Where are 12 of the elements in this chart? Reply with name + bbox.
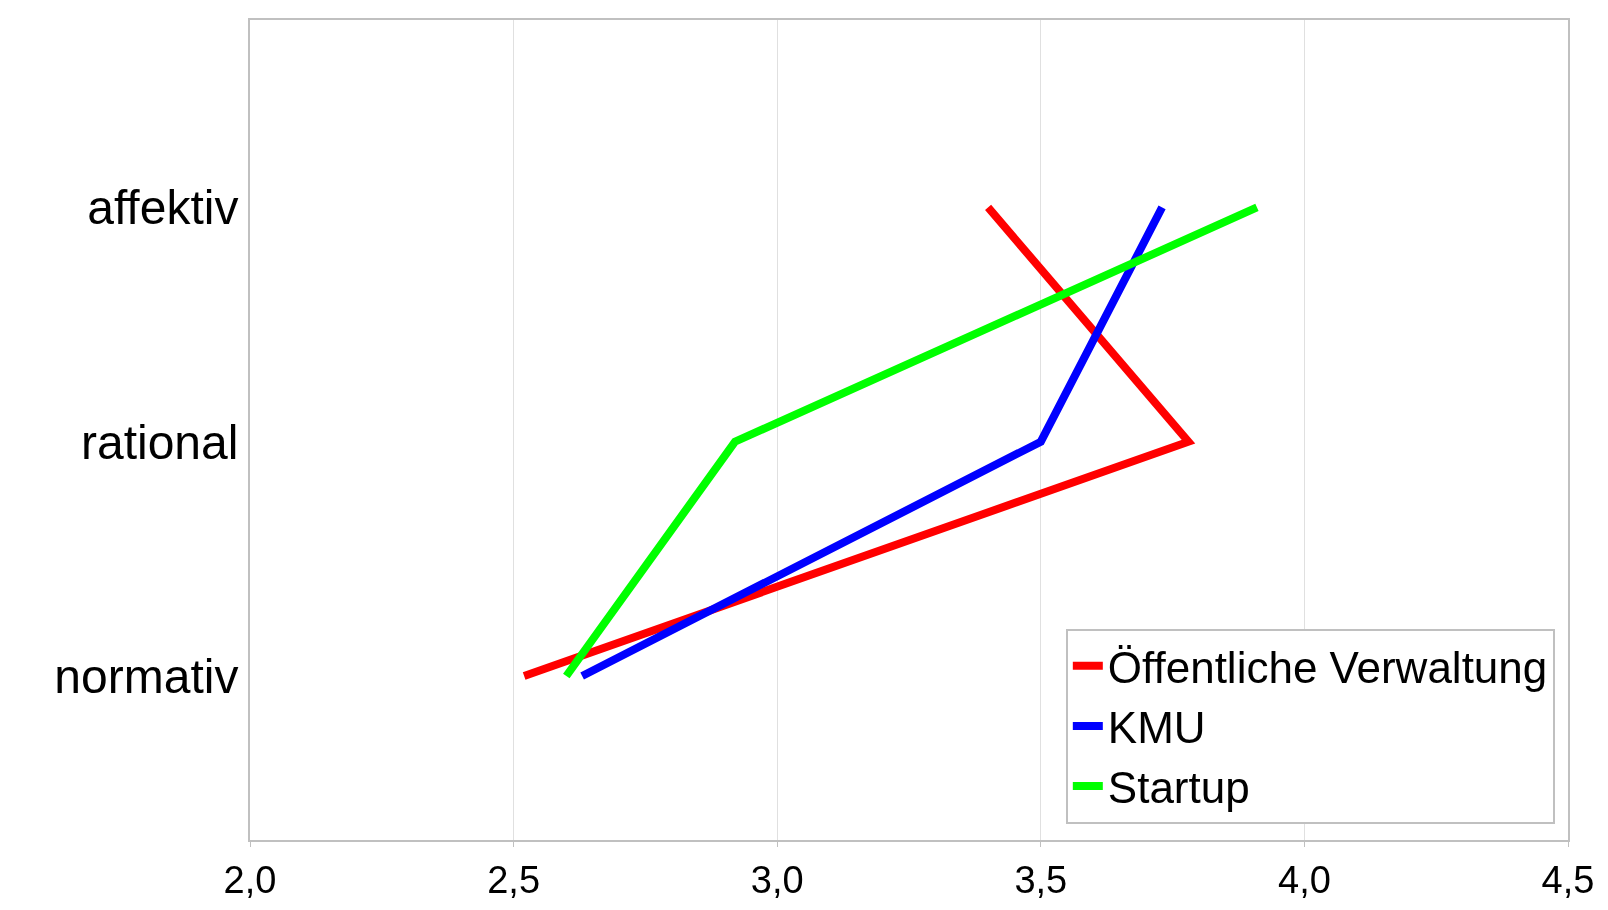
legend-label: Startup [1107, 763, 1250, 813]
y-tick-label: rational [80, 415, 239, 469]
x-tick-label: 2,0 [223, 858, 277, 901]
y-tick-label: affektiv [87, 181, 239, 235]
x-tick-label: 3,0 [750, 858, 804, 901]
x-tick-label: 3,5 [1014, 858, 1068, 901]
x-tick-label: 4,5 [1541, 858, 1595, 901]
x-tick-label: 4,0 [1277, 858, 1331, 901]
legend-label: KMU [1107, 703, 1206, 753]
x-tick-label: 2,5 [487, 858, 541, 901]
legend-label: Öffentliche Verwaltung [1107, 642, 1548, 692]
y-tick-label: normativ [54, 649, 239, 703]
